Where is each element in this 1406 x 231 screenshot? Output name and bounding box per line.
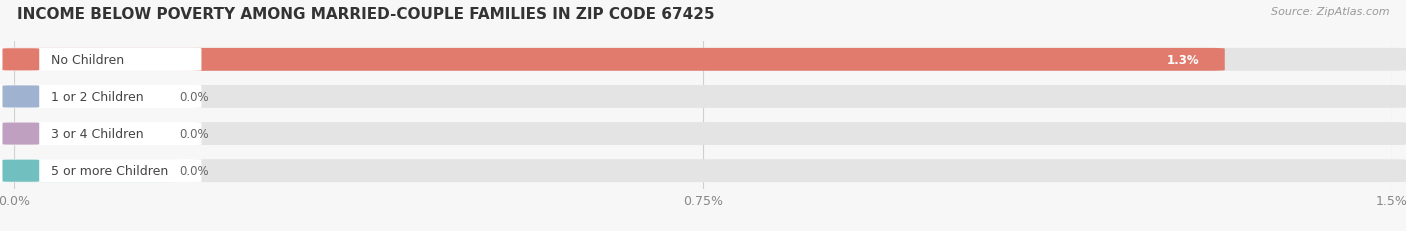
FancyBboxPatch shape xyxy=(0,160,183,182)
Text: 1 or 2 Children: 1 or 2 Children xyxy=(51,91,143,103)
FancyBboxPatch shape xyxy=(0,49,1225,71)
Text: 3 or 4 Children: 3 or 4 Children xyxy=(51,128,143,140)
Text: 0.0%: 0.0% xyxy=(180,91,209,103)
FancyBboxPatch shape xyxy=(3,49,39,71)
Text: 0.0%: 0.0% xyxy=(180,164,209,177)
FancyBboxPatch shape xyxy=(3,160,39,182)
FancyBboxPatch shape xyxy=(0,86,1406,108)
FancyBboxPatch shape xyxy=(3,123,39,145)
Text: Source: ZipAtlas.com: Source: ZipAtlas.com xyxy=(1271,7,1389,17)
FancyBboxPatch shape xyxy=(0,49,201,72)
FancyBboxPatch shape xyxy=(0,123,1406,145)
FancyBboxPatch shape xyxy=(0,122,201,146)
FancyBboxPatch shape xyxy=(0,86,183,108)
FancyBboxPatch shape xyxy=(3,86,39,108)
FancyBboxPatch shape xyxy=(0,159,201,182)
Text: 0.0%: 0.0% xyxy=(180,128,209,140)
Text: 1.3%: 1.3% xyxy=(1167,54,1199,67)
FancyBboxPatch shape xyxy=(0,85,201,109)
Text: 5 or more Children: 5 or more Children xyxy=(51,164,169,177)
Text: No Children: No Children xyxy=(51,54,124,67)
FancyBboxPatch shape xyxy=(0,49,1406,71)
FancyBboxPatch shape xyxy=(0,123,183,145)
Text: INCOME BELOW POVERTY AMONG MARRIED-COUPLE FAMILIES IN ZIP CODE 67425: INCOME BELOW POVERTY AMONG MARRIED-COUPL… xyxy=(17,7,714,22)
FancyBboxPatch shape xyxy=(0,160,1406,182)
